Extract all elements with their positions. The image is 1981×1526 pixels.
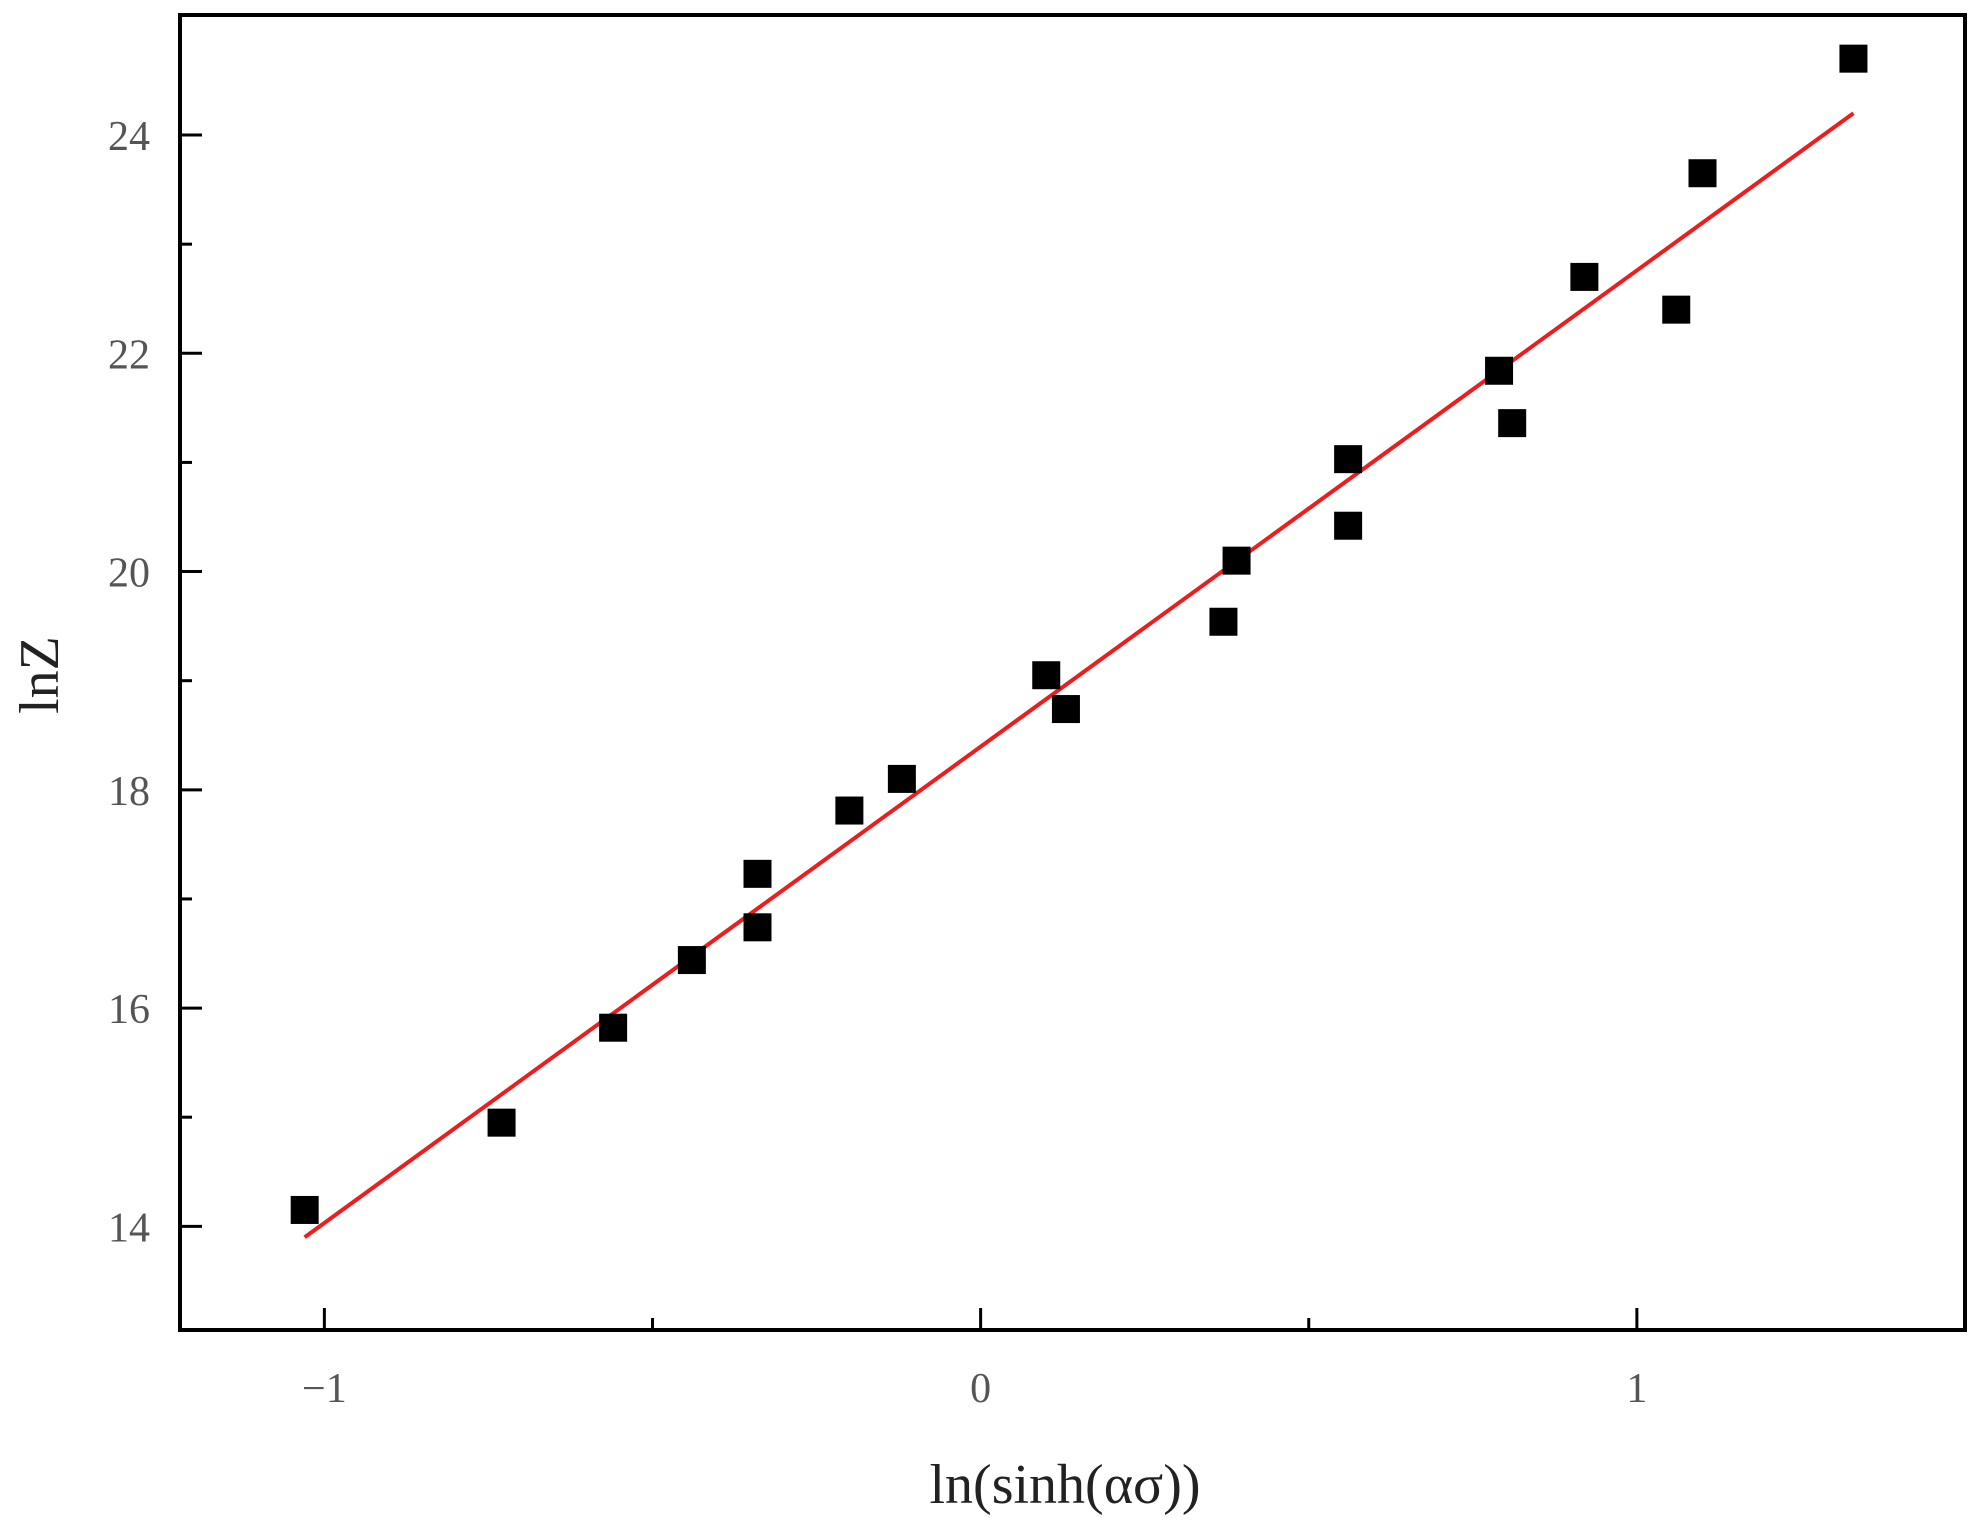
data-point [1032, 661, 1061, 690]
data-point [487, 1108, 516, 1137]
plot-frame [178, 13, 1967, 1332]
x-axis-title: ln(sinh(ασ)) [929, 1454, 1200, 1516]
data-point [1498, 409, 1527, 438]
data-point [290, 1195, 319, 1224]
tick-labels: −1 0 1 14 16 18 20 22 24 [108, 114, 1647, 1412]
data-point [1334, 511, 1363, 540]
data-point [743, 913, 772, 942]
data-point [1334, 445, 1363, 474]
data-point [1688, 159, 1717, 188]
x-tick-label: −1 [302, 1366, 347, 1412]
y-axis-title: lnZ [9, 636, 71, 714]
fit-line [303, 111, 1855, 1239]
data-point [835, 796, 864, 825]
data-point [1839, 44, 1868, 73]
data-point [1570, 262, 1599, 291]
x-tick-label: 0 [970, 1366, 991, 1412]
y-tick-label: 18 [108, 769, 150, 815]
data-point [887, 764, 916, 793]
axes [178, 13, 1967, 1332]
data-point [743, 859, 772, 888]
data-point [599, 1013, 628, 1042]
data-point [1209, 607, 1238, 636]
data-point [1222, 546, 1251, 575]
y-tick-label: 22 [108, 332, 150, 378]
y-tick-label: 16 [108, 987, 150, 1033]
fit-line-layer [303, 111, 1855, 1239]
y-tick-label: 14 [108, 1205, 150, 1251]
x-tick-label: 1 [1626, 1366, 1647, 1412]
y-tick-label: 24 [108, 114, 150, 160]
data-point [677, 946, 706, 975]
data-point [1662, 295, 1691, 324]
data-points [290, 44, 1868, 1224]
data-point [1051, 695, 1080, 724]
data-point [1485, 356, 1514, 385]
y-tick-label: 20 [108, 551, 150, 597]
